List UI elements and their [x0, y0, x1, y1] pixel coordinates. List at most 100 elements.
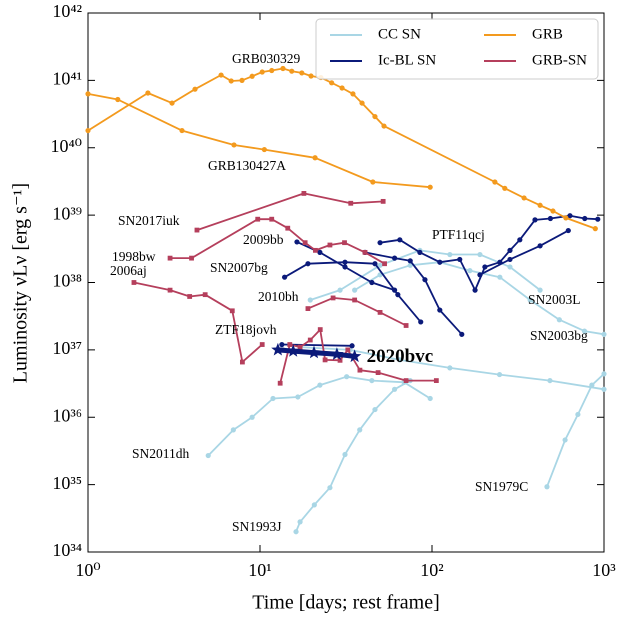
- data-point: [305, 306, 311, 311]
- data-point: [313, 247, 318, 253]
- data-point: [537, 287, 543, 293]
- data-point: [357, 367, 363, 373]
- data-point: [472, 287, 478, 293]
- data-point: [239, 359, 245, 365]
- series-line: [295, 379, 411, 533]
- y-tick-label: 10⁴¹: [52, 69, 82, 89]
- data-point: [317, 249, 323, 255]
- annotation: SN2003bg: [530, 328, 588, 343]
- y-tick-label: 10⁴²: [52, 1, 82, 21]
- data-point: [459, 331, 465, 337]
- data-point: [271, 342, 285, 356]
- x-tick-label: 10²: [420, 560, 443, 580]
- data-point: [202, 292, 208, 298]
- data-point: [259, 342, 265, 347]
- legend: CC SN Ic-BL SN GRB GRB-SN: [315, 18, 599, 80]
- data-point: [547, 377, 553, 384]
- data-point: [279, 341, 285, 348]
- data-point: [187, 294, 193, 299]
- data-point: [372, 406, 378, 413]
- data-point: [342, 259, 348, 265]
- highlight-label: 2020bvc: [367, 346, 434, 367]
- data-point: [286, 344, 300, 357]
- data-point: [563, 215, 569, 221]
- y-tick-label: 10³⁷: [52, 338, 82, 358]
- data-point: [357, 427, 363, 433]
- data-point: [595, 216, 601, 222]
- data-point: [281, 274, 288, 280]
- data-point: [550, 208, 556, 214]
- annotation: 2009bb: [243, 232, 284, 247]
- data-point: [327, 242, 333, 248]
- data-point: [352, 287, 358, 293]
- data-point: [427, 395, 433, 402]
- data-point: [537, 202, 543, 208]
- data-point: [342, 240, 347, 246]
- data-point: [330, 295, 336, 301]
- data-point: [380, 198, 386, 204]
- data-point: [382, 261, 387, 267]
- data-point: [270, 395, 276, 402]
- data-point: [565, 227, 571, 234]
- data-point: [327, 485, 333, 491]
- data-point: [362, 249, 368, 255]
- annotation: 2006aj: [110, 263, 147, 278]
- legend-label: CC SN: [378, 26, 421, 42]
- y-tick-label: 10³⁴: [52, 540, 82, 560]
- data-point: [397, 237, 403, 243]
- series-line: [364, 251, 463, 335]
- data-point: [377, 262, 383, 268]
- data-point: [467, 268, 473, 274]
- series-line: [284, 261, 422, 323]
- data-point: [231, 142, 237, 148]
- data-point: [601, 371, 607, 377]
- data-point: [348, 200, 354, 206]
- data-point: [377, 240, 383, 246]
- legend-label: GRB-SN: [532, 52, 587, 68]
- data-point: [547, 215, 554, 222]
- annotation: SN2007bg: [210, 260, 268, 275]
- data-point: [259, 69, 265, 75]
- series-line: [87, 93, 431, 189]
- data-point: [205, 452, 211, 459]
- data-point: [403, 378, 409, 383]
- y-tick-label: 10³⁸: [52, 271, 82, 291]
- data-point: [330, 347, 344, 360]
- data-point: [85, 127, 91, 134]
- data-point: [437, 259, 443, 265]
- data-point: [532, 217, 538, 223]
- data-point: [381, 123, 387, 129]
- data-point: [348, 349, 362, 363]
- data-point: [317, 327, 323, 332]
- data-point: [169, 100, 175, 106]
- annotation: PTF11qcj: [432, 227, 485, 242]
- series-line: [479, 229, 569, 276]
- data-point: [277, 380, 283, 386]
- y-axis-label: Luminosity νLν [erg s⁻¹]: [10, 183, 32, 383]
- data-point: [299, 70, 305, 76]
- annotation: 2010bh: [258, 289, 299, 304]
- data-point: [397, 357, 403, 363]
- data-point: [350, 91, 356, 97]
- data-point: [447, 251, 453, 258]
- data-point: [395, 292, 401, 298]
- data-point: [521, 195, 527, 201]
- series-line: [546, 373, 605, 488]
- annotation: SN2011dh: [132, 446, 190, 461]
- data-point: [307, 337, 313, 343]
- data-point: [417, 249, 423, 255]
- annotation: SN1993J: [232, 519, 282, 534]
- data-point: [307, 345, 321, 359]
- data-point: [497, 274, 503, 280]
- data-point: [492, 179, 498, 185]
- x-tick-label: 10³: [592, 560, 616, 580]
- x-axis-label: Time [days; rest frame]: [252, 592, 440, 614]
- data-point: [194, 227, 200, 233]
- data-point: [507, 264, 513, 270]
- data-point: [239, 77, 245, 83]
- data-point: [482, 264, 488, 270]
- data-point: [167, 255, 173, 261]
- data-point: [255, 216, 261, 222]
